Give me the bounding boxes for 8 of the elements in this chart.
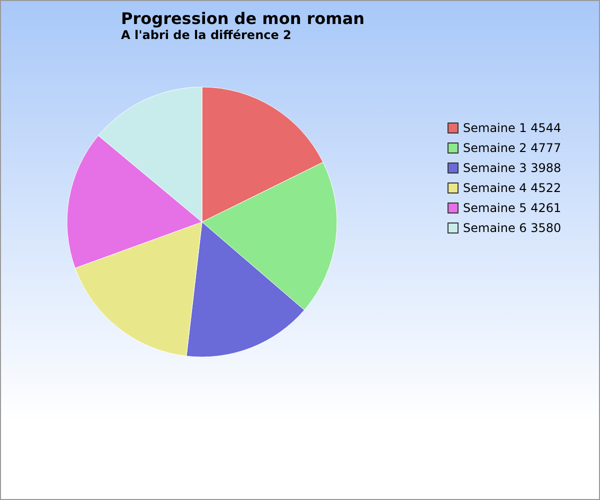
legend-label: Semaine 3 3988 [463, 161, 562, 175]
chart-title: Progression de mon roman [121, 9, 365, 28]
legend-label: Semaine 6 3580 [463, 221, 562, 235]
legend-label: Semaine 4 4522 [463, 181, 562, 195]
legend-label: Semaine 5 4261 [463, 201, 562, 215]
chart-subtitle: A l'abri de la différence 2 [121, 28, 292, 42]
legend-label: Semaine 2 4777 [463, 141, 562, 155]
legend-label: Semaine 1 4544 [463, 121, 562, 135]
